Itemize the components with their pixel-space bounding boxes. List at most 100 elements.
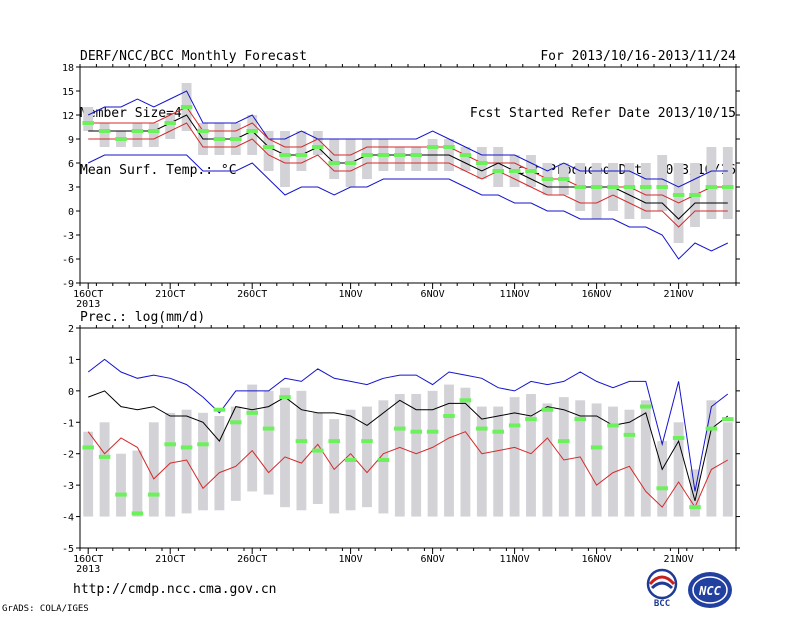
observed-marker bbox=[148, 492, 160, 497]
x-tick-label: 6NOV bbox=[421, 289, 445, 300]
grads-credit: GrADS: COLA/IGES bbox=[2, 604, 89, 614]
y-tick-label: -3 bbox=[62, 231, 74, 242]
spread-bar bbox=[624, 163, 635, 219]
observed-marker bbox=[115, 492, 127, 497]
x-tick-sublabel: 2013 bbox=[76, 564, 100, 575]
x-tick-label: 21OCT bbox=[155, 554, 185, 565]
observed-marker bbox=[262, 426, 275, 431]
ncc-logo: NCC bbox=[686, 570, 734, 610]
spread-bar bbox=[722, 147, 733, 219]
spread-bar bbox=[148, 422, 159, 517]
plot-frame bbox=[79, 327, 737, 549]
median-line bbox=[88, 114, 728, 220]
observed-marker bbox=[623, 185, 636, 189]
observed-marker bbox=[590, 185, 603, 189]
spread-bar bbox=[394, 147, 405, 171]
spread-bar bbox=[394, 394, 405, 517]
observed-marker bbox=[689, 193, 701, 197]
observed-marker bbox=[197, 129, 209, 133]
observed-marker bbox=[164, 442, 176, 447]
observed-marker bbox=[508, 423, 521, 428]
spread-bar bbox=[83, 107, 94, 131]
spread-bar bbox=[312, 131, 323, 155]
observed-marker bbox=[722, 185, 734, 189]
spread-bar bbox=[657, 155, 668, 211]
spread-bar bbox=[181, 409, 192, 514]
observed-marker bbox=[525, 169, 537, 173]
observed-marker bbox=[607, 423, 619, 428]
observed-marker bbox=[295, 153, 308, 157]
y-tick-label: -3 bbox=[62, 481, 74, 492]
observed-marker bbox=[377, 153, 390, 157]
spread-bar bbox=[148, 123, 159, 147]
x-tick-label: 1NOV bbox=[339, 554, 363, 565]
spread-bar bbox=[165, 115, 176, 139]
footer-url[interactable]: http://cmdp.ncc.cma.gov.cn bbox=[73, 582, 277, 597]
observed-marker bbox=[689, 505, 701, 510]
spread-bar bbox=[460, 387, 471, 517]
observed-marker bbox=[131, 129, 144, 133]
spread-bar bbox=[247, 115, 258, 155]
y-tick-label: 0 bbox=[68, 207, 74, 218]
chart-title: DERF/NCC/BCC Monthly Forecast bbox=[80, 49, 307, 64]
spread-bar bbox=[575, 400, 586, 517]
spread-bar bbox=[444, 384, 454, 517]
observed-marker bbox=[131, 511, 144, 516]
observed-marker bbox=[541, 177, 554, 181]
observed-marker bbox=[213, 407, 226, 412]
observed-marker bbox=[590, 445, 603, 450]
observed-marker bbox=[476, 161, 488, 165]
spread-bar bbox=[624, 409, 635, 517]
spread-bar bbox=[83, 431, 94, 517]
spread-bar bbox=[165, 412, 176, 517]
spread-bar bbox=[640, 400, 651, 517]
observed-marker bbox=[476, 426, 488, 431]
x-tick-label: 11NOV bbox=[500, 289, 530, 300]
observed-marker bbox=[328, 439, 340, 444]
spread-bar bbox=[411, 394, 422, 517]
y-tick-label: 1 bbox=[68, 355, 74, 366]
x-tick-label: 21OCT bbox=[155, 289, 185, 300]
observed-marker bbox=[656, 486, 668, 491]
spread-bar bbox=[460, 147, 471, 171]
observed-marker bbox=[672, 193, 685, 197]
observed-marker bbox=[279, 395, 291, 400]
observed-marker bbox=[558, 177, 570, 181]
observed-marker bbox=[640, 404, 652, 409]
observed-marker bbox=[459, 153, 472, 157]
inner-lower-line bbox=[88, 122, 728, 228]
spread-bar bbox=[657, 441, 668, 517]
spread-bar bbox=[296, 131, 307, 171]
y-tick-label: -6 bbox=[62, 255, 74, 266]
prec-axis-label: Prec.: log(mm/d) bbox=[80, 310, 206, 325]
spread-bar bbox=[427, 390, 438, 517]
spread-bar bbox=[526, 394, 536, 517]
x-tick-label: 16OCT bbox=[73, 554, 103, 565]
x-tick-sublabel: 2013 bbox=[76, 299, 100, 310]
spread-bar bbox=[280, 387, 290, 508]
bcc-logo-text: BCC bbox=[654, 599, 670, 608]
spread-bar bbox=[99, 422, 110, 517]
y-tick-label: -4 bbox=[62, 513, 74, 524]
observed-marker bbox=[640, 185, 652, 189]
observed-marker bbox=[230, 420, 242, 425]
observed-marker bbox=[443, 414, 455, 418]
observed-marker bbox=[344, 161, 357, 165]
spread-bar bbox=[132, 123, 143, 147]
observed-marker bbox=[705, 185, 718, 189]
y-tick-label: 9 bbox=[68, 135, 74, 146]
x-tick-label: 21NOV bbox=[664, 554, 694, 565]
observed-marker bbox=[394, 153, 406, 157]
y-tick-label: -1 bbox=[62, 418, 74, 429]
observed-marker bbox=[672, 436, 685, 440]
spread-bar bbox=[493, 406, 504, 517]
spread-bar bbox=[493, 147, 504, 187]
spread-bar bbox=[280, 131, 290, 187]
y-tick-label: 12 bbox=[62, 111, 74, 122]
spread-bar bbox=[476, 406, 487, 517]
inner-lower-line bbox=[87, 431, 729, 509]
observed-marker bbox=[492, 169, 504, 173]
spread-bar bbox=[99, 123, 110, 147]
y-tick-label: 3 bbox=[68, 183, 74, 194]
